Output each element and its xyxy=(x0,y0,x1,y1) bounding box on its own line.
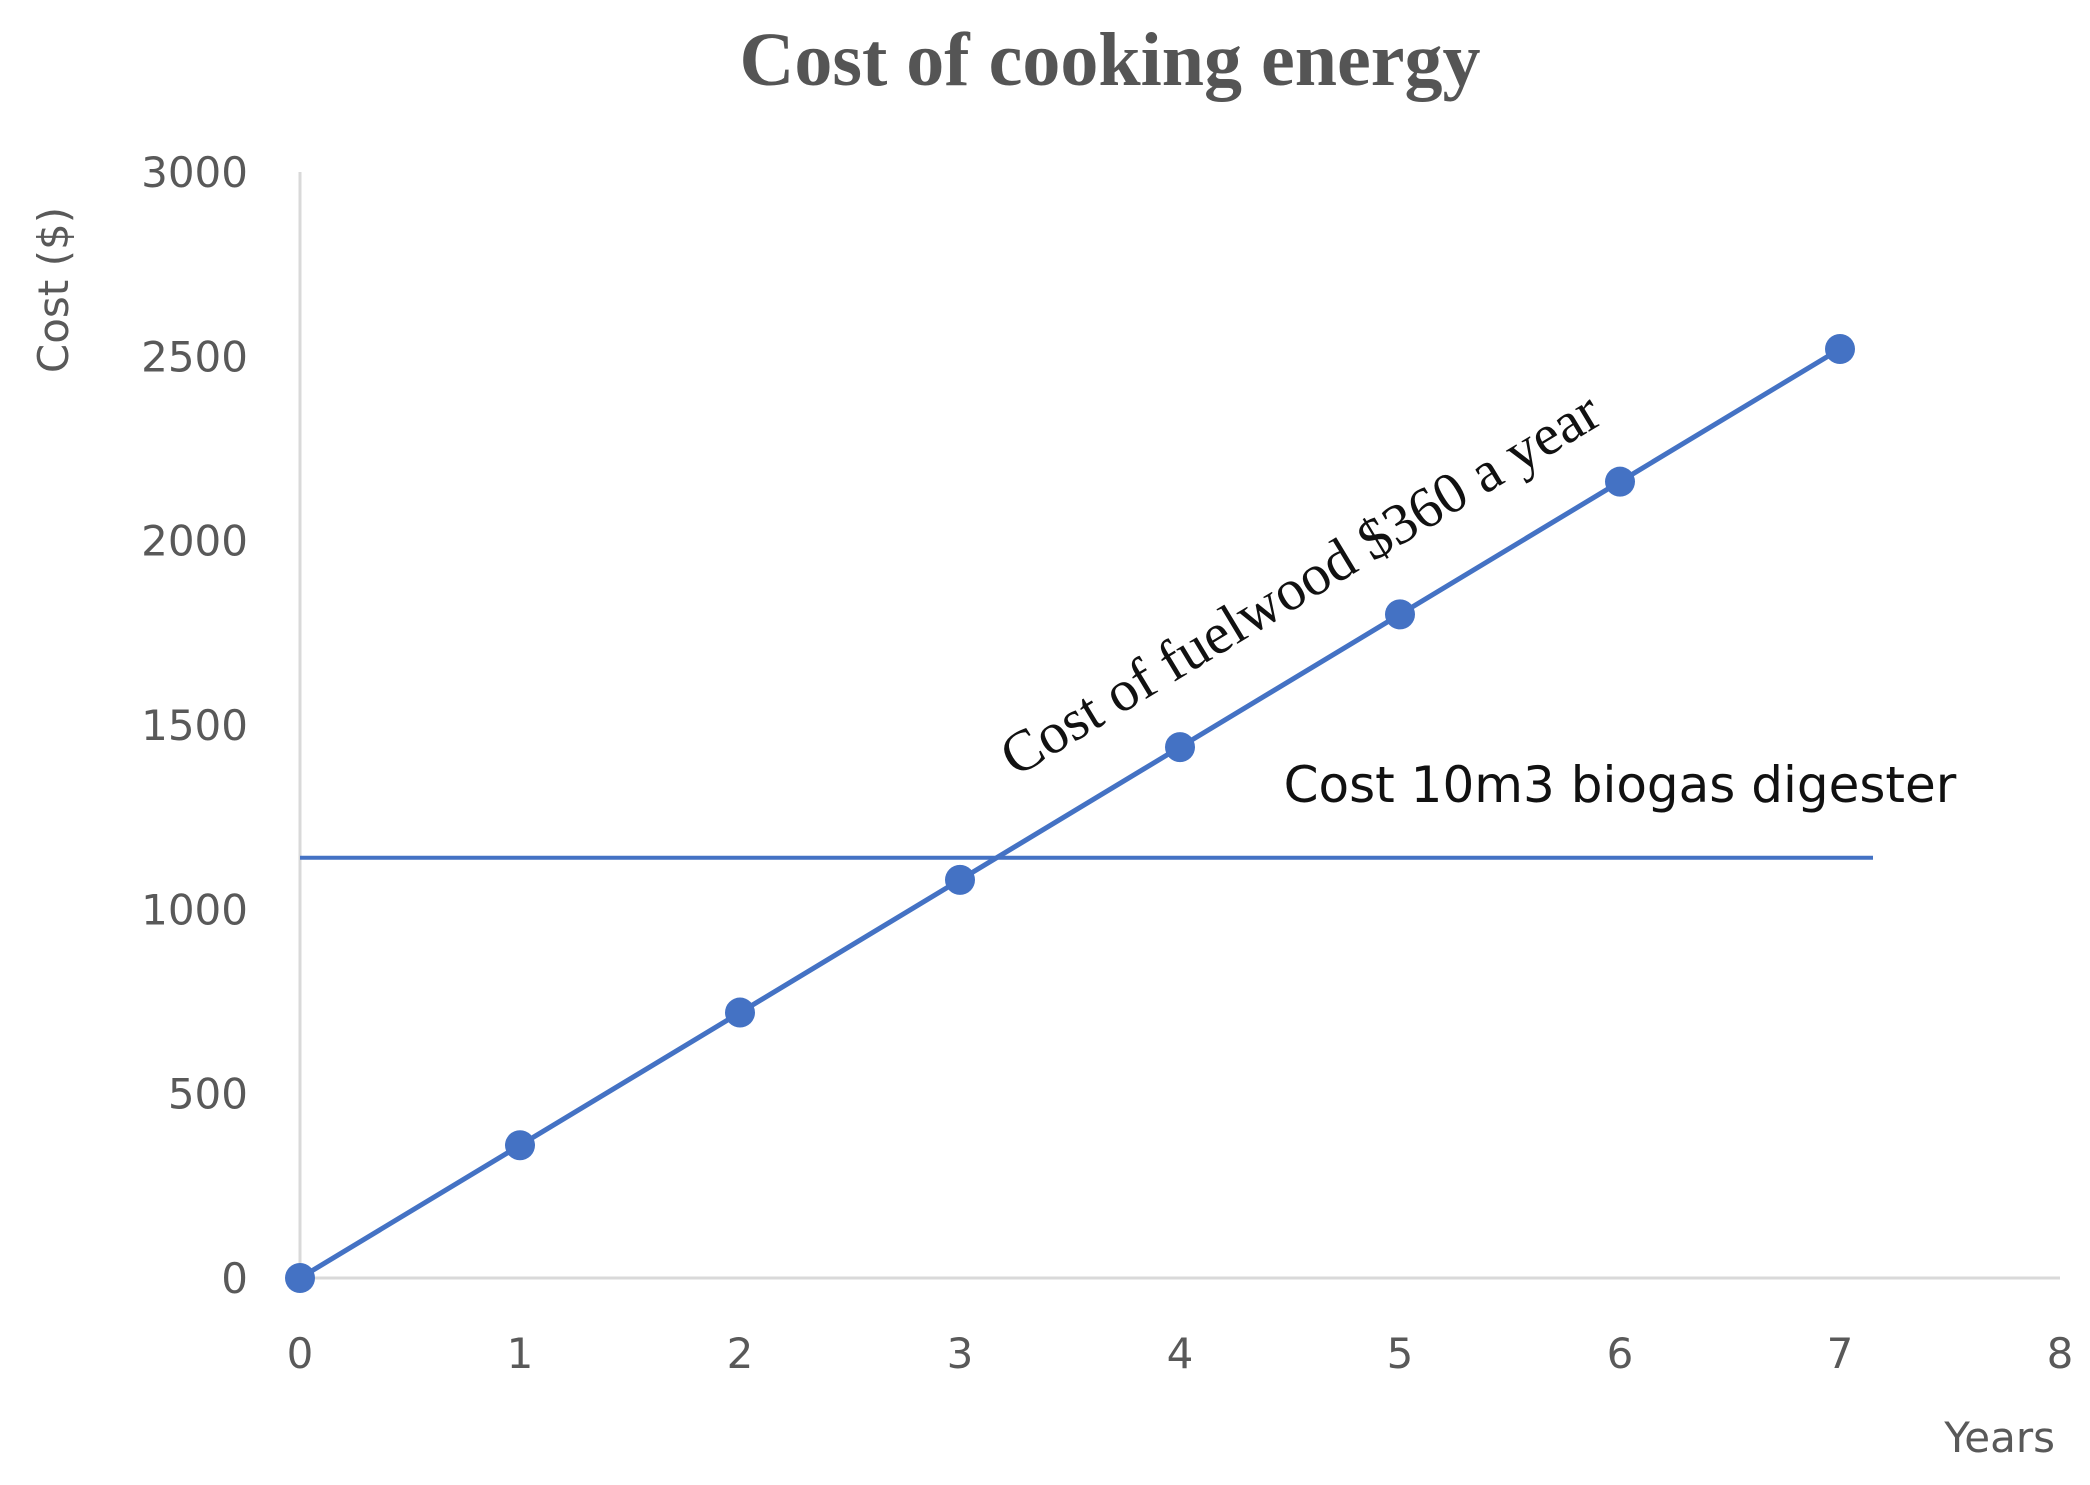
data-point xyxy=(1605,466,1635,497)
y-tick-label: 1500 xyxy=(141,701,248,750)
y-tick-label: 2000 xyxy=(141,517,248,566)
x-tick-label: 5 xyxy=(1387,1329,1414,1378)
data-point xyxy=(1825,333,1855,364)
y-axis-title: Cost ($) xyxy=(29,207,78,373)
x-tick-label: 4 xyxy=(1167,1329,1194,1378)
data-point xyxy=(285,1263,315,1293)
x-tick-label: 3 xyxy=(947,1329,974,1378)
y-tick-label: 3000 xyxy=(141,148,248,197)
data-point xyxy=(945,864,975,895)
data-point xyxy=(1385,599,1415,630)
data-point xyxy=(505,1130,535,1161)
chart-title: Cost of cooking energy xyxy=(740,18,1481,102)
y-tick-label: 500 xyxy=(168,1070,248,1119)
annotation-fuelwood: Cost of fuelwood $360 a year xyxy=(989,378,1612,789)
x-tick-label: 1 xyxy=(507,1329,534,1378)
y-tick-labels: 0 500 1000 1500 2000 2500 3000 xyxy=(141,148,248,1303)
y-tick-label: 2500 xyxy=(141,332,248,381)
x-tick-label: 7 xyxy=(1827,1329,1854,1378)
data-point xyxy=(725,997,755,1028)
data-point xyxy=(1165,732,1195,763)
x-tick-label: 8 xyxy=(2047,1329,2074,1378)
fuelwood-series-line xyxy=(298,346,1842,1281)
x-tick-label: 0 xyxy=(287,1329,314,1378)
x-tick-labels: 0 1 2 3 4 5 6 7 8 xyxy=(287,1329,2074,1378)
annotation-biogas: Cost 10m3 biogas digester xyxy=(1284,756,1957,814)
series-layer xyxy=(285,333,1855,1293)
y-tick-label: 0 xyxy=(221,1254,248,1303)
x-tick-label: 2 xyxy=(727,1329,754,1378)
x-axis-title: Years xyxy=(1943,1413,2055,1462)
x-tick-label: 6 xyxy=(1607,1329,1634,1378)
y-tick-label: 1000 xyxy=(141,885,248,934)
